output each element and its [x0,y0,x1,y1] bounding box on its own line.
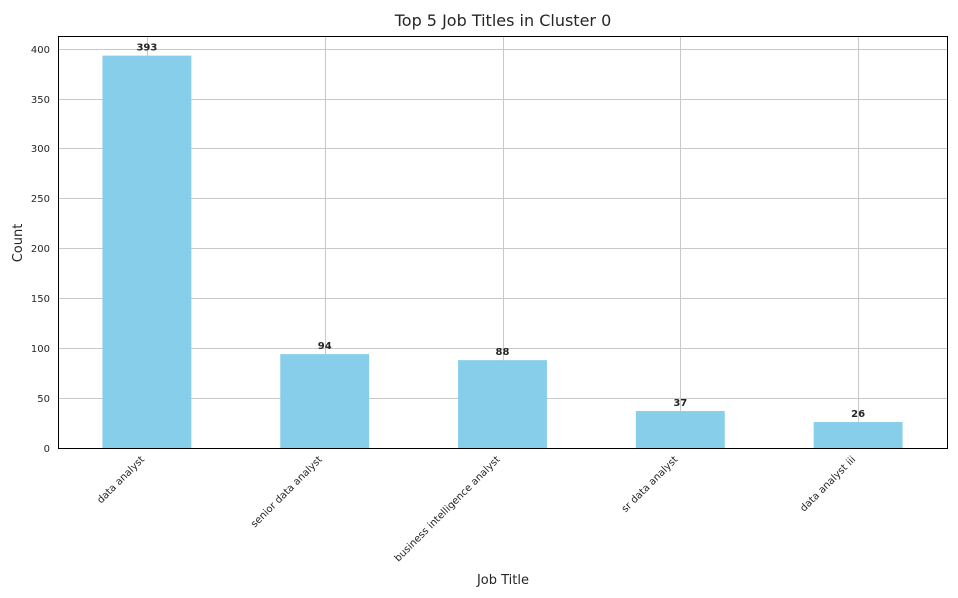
x-tick-label: data analyst iii [798,454,858,514]
data-label: 88 [496,347,510,358]
data-label: 26 [851,409,865,420]
y-tick-label: 400 [31,45,50,56]
x-tick-label: sr data analyst [620,454,681,515]
y-tick-label: 200 [31,244,50,255]
x-tick-layer: data analyst senior data analyst business … [95,454,858,564]
grid-layer [58,36,947,449]
bar [635,411,725,448]
x-tick-label: business intelligence analyst [393,454,503,564]
bar [280,354,370,448]
bar [813,422,903,448]
y-tick-label: 50 [37,394,50,405]
chart-title: Top 5 Job Titles in Cluster 0 [394,11,612,30]
bar-layer [102,55,903,448]
y-tick-label: 0 [44,444,50,455]
data-label: 393 [136,43,157,54]
x-tick-label: senior data analyst [249,454,325,530]
x-tick-label: data analyst [95,454,147,506]
y-tick-label: 100 [31,344,50,355]
y-tick-label: 300 [31,144,50,155]
plot-frame [58,36,948,449]
y-tick-label: 250 [31,194,50,205]
bar [102,55,192,448]
data-label: 37 [673,398,687,409]
y-tick-label: 150 [31,294,50,305]
y-axis-label: Count [11,224,26,263]
bar [458,360,547,448]
y-tick-label: 350 [31,95,50,106]
x-axis-label: Job Title [476,573,529,588]
y-tick-layer: 0 50 100 150 200 250 300 350 400 [31,45,50,455]
data-label: 94 [318,341,332,352]
data-label-layer: 393 94 88 37 26 [136,43,865,420]
